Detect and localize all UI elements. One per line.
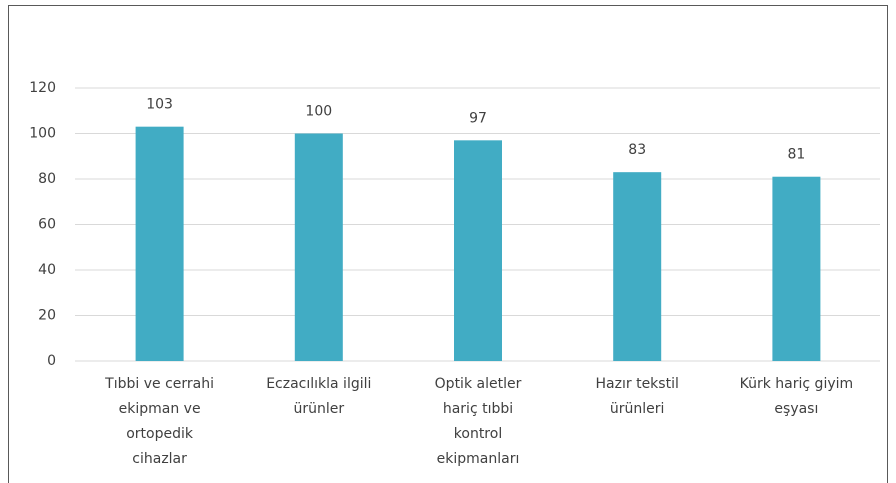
data-label: 100 bbox=[305, 104, 332, 120]
data-label: 81 bbox=[787, 147, 805, 163]
data-label: 97 bbox=[469, 110, 487, 126]
y-tick-label: 20 bbox=[38, 308, 56, 324]
bar bbox=[294, 133, 343, 361]
data-label: 103 bbox=[146, 97, 173, 113]
bar bbox=[135, 126, 184, 361]
y-tick-label: 40 bbox=[38, 262, 56, 278]
y-tick-label: 0 bbox=[47, 353, 56, 369]
x-tick-label: Kürk hariç giyim eşyası bbox=[740, 376, 854, 417]
x-tick-label: Tıbbi ve cerrahi ekipman ve ortopedik cihaz… bbox=[104, 376, 214, 467]
bar bbox=[613, 172, 662, 361]
bar bbox=[454, 140, 502, 361]
x-tick-label: Hazır tekstil ürünleri bbox=[596, 376, 679, 417]
x-tick-label: Optik aletler hariç tıbbi kontrol ekipmanla… bbox=[435, 376, 522, 467]
y-tick-label: 120 bbox=[29, 80, 56, 96]
bar bbox=[772, 176, 821, 361]
y-tick-label: 100 bbox=[29, 126, 56, 142]
data-label: 83 bbox=[628, 142, 646, 158]
x-tick-label: Eczacılıkla ilgili ürünler bbox=[266, 376, 371, 417]
y-tick-label: 80 bbox=[38, 171, 56, 187]
y-tick-label: 60 bbox=[38, 217, 56, 233]
